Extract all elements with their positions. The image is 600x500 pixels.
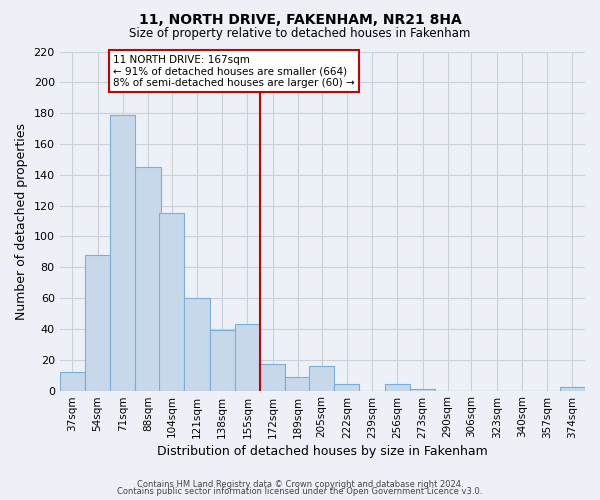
Bar xyxy=(209,330,235,390)
Bar xyxy=(85,255,110,390)
Text: Contains HM Land Registry data © Crown copyright and database right 2024.: Contains HM Land Registry data © Crown c… xyxy=(137,480,463,489)
Bar xyxy=(159,214,184,390)
Text: Contains public sector information licensed under the Open Government Licence v3: Contains public sector information licen… xyxy=(118,487,482,496)
Bar xyxy=(136,167,161,390)
Bar xyxy=(309,366,334,390)
Y-axis label: Number of detached properties: Number of detached properties xyxy=(15,122,28,320)
Bar xyxy=(285,376,310,390)
Bar xyxy=(560,388,585,390)
Bar xyxy=(385,384,410,390)
Bar xyxy=(184,298,209,390)
Bar xyxy=(334,384,359,390)
Bar xyxy=(235,324,260,390)
Bar xyxy=(260,364,285,390)
Text: Size of property relative to detached houses in Fakenham: Size of property relative to detached ho… xyxy=(130,28,470,40)
Text: 11, NORTH DRIVE, FAKENHAM, NR21 8HA: 11, NORTH DRIVE, FAKENHAM, NR21 8HA xyxy=(139,12,461,26)
Bar xyxy=(410,389,435,390)
Text: 11 NORTH DRIVE: 167sqm
← 91% of detached houses are smaller (664)
8% of semi-det: 11 NORTH DRIVE: 167sqm ← 91% of detached… xyxy=(113,54,355,88)
Bar xyxy=(110,114,136,390)
X-axis label: Distribution of detached houses by size in Fakenham: Distribution of detached houses by size … xyxy=(157,444,488,458)
Bar xyxy=(59,372,85,390)
